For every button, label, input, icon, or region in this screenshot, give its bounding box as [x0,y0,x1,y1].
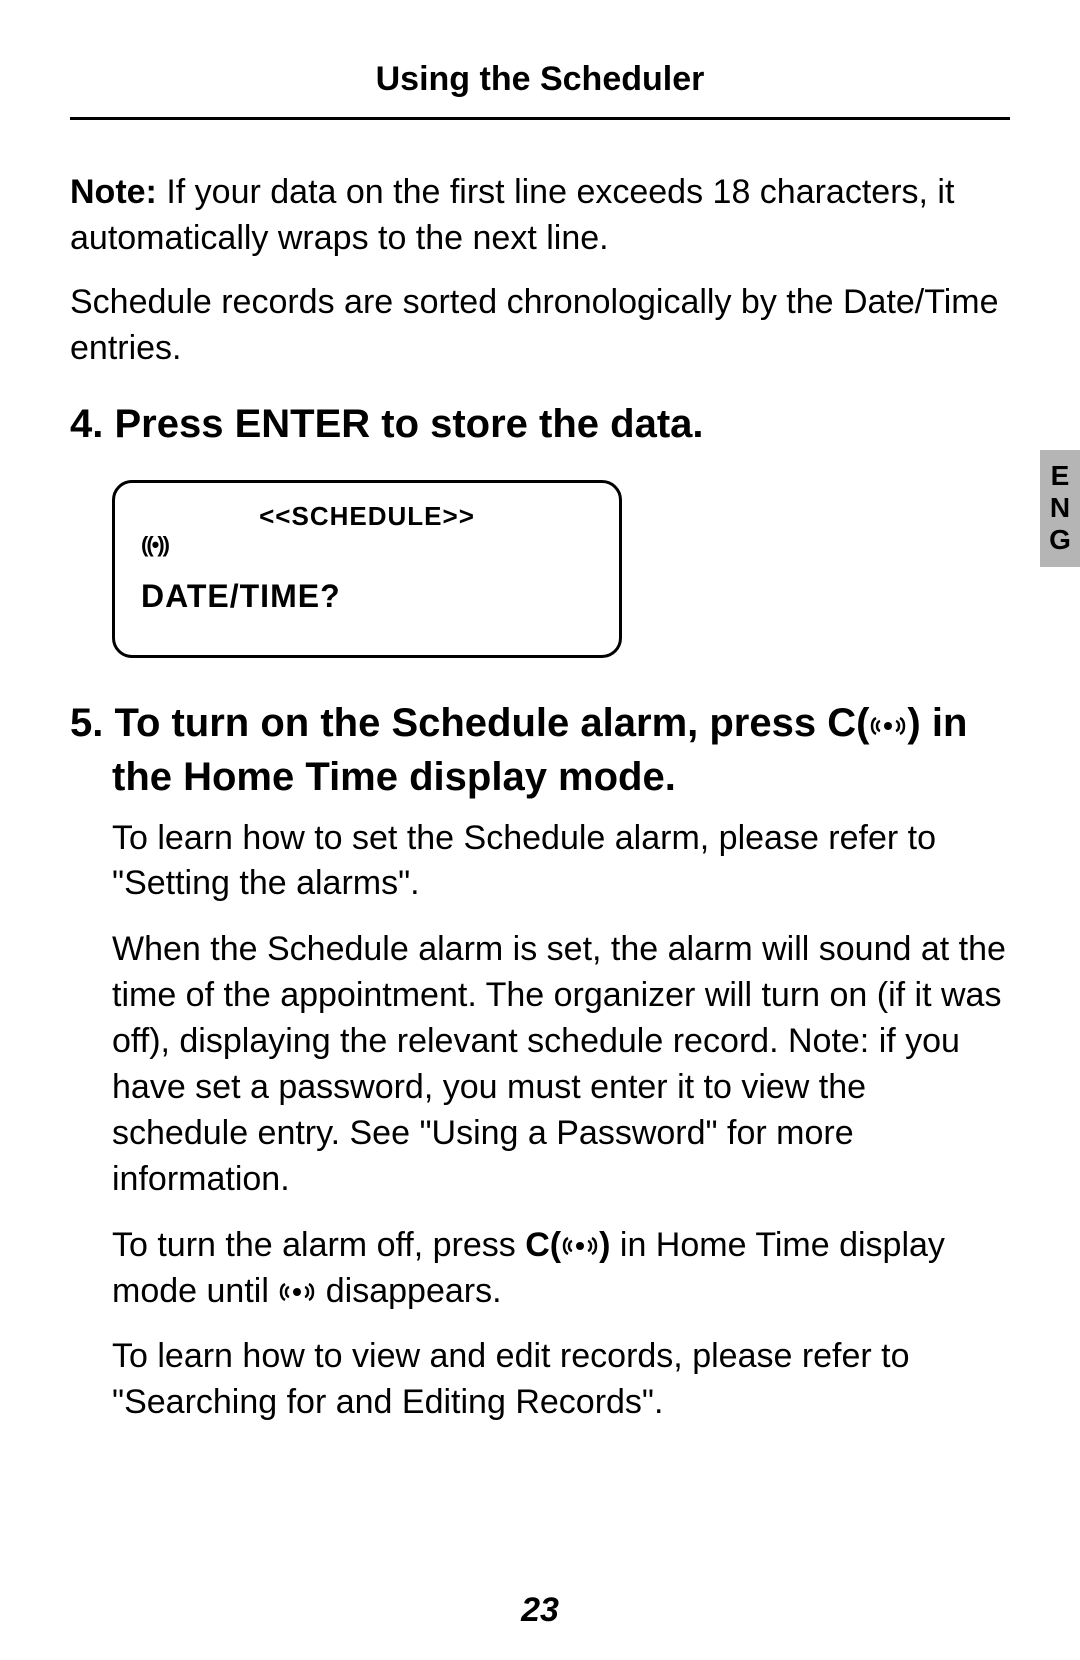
learn-view-paragraph: To learn how to view and edit records, p… [112,1334,1010,1426]
alarm-behavior-paragraph: When the Schedule alarm is set, the alar… [112,927,1010,1202]
note-paragraph: Note: If your data on the first line exc… [70,170,1010,262]
note-text: If your data on the first line exceeds 1… [70,173,954,257]
eng-n: N [1040,492,1080,524]
sound-icon [869,712,907,740]
lcd-screen: <<SCHEDULE>> ((•)) DATE/TIME? [112,480,622,658]
sound-icon [561,1232,599,1260]
eng-e: E [1040,460,1080,492]
step-5-heading: 5. To turn on the Schedule alarm, press … [70,696,1010,804]
page-header: Using the Scheduler [70,60,1010,120]
sort-paragraph: Schedule records are sorted chronologica… [70,280,1010,372]
language-tab: E N G [1040,450,1080,567]
eng-g: G [1040,524,1080,556]
turn-off-prefix: To turn the alarm off, press [112,1226,525,1264]
lcd-alarm-icon: ((•)) [141,532,593,558]
step5-prefix: 5. To turn on the Schedule alarm, press … [70,701,869,745]
step-4-heading: 4. Press ENTER to store the data. [70,398,1010,450]
turn-off-paragraph: To turn the alarm off, press C() in Home… [112,1223,1010,1315]
turn-off-c: C( [525,1226,561,1264]
turn-off-close: ) [599,1226,610,1264]
lcd-prompt: DATE/TIME? [141,578,593,615]
learn-set-paragraph: To learn how to set the Schedule alarm, … [112,816,1010,908]
turn-off-suffix: disappears. [316,1272,501,1310]
lcd-header: <<SCHEDULE>> [141,501,593,532]
sound-icon [278,1278,316,1306]
step-5-body: To learn how to set the Schedule alarm, … [70,816,1010,1427]
page-number: 23 [0,1591,1080,1630]
note-label: Note: [70,173,157,211]
